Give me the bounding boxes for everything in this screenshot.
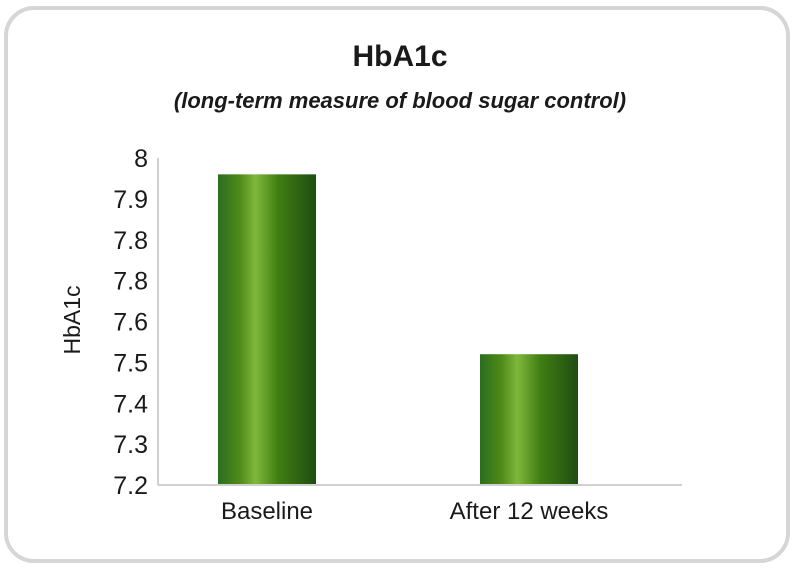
- y-tick-label: 7.8: [113, 227, 148, 255]
- chart-title: HbA1c: [352, 40, 448, 73]
- y-tick-label: 8: [134, 145, 148, 173]
- chart-card: [4, 6, 790, 563]
- bar-after-12-weeks: [480, 354, 578, 485]
- bars: [218, 174, 578, 485]
- y-tick-label: 7.9: [113, 186, 148, 214]
- y-tick-label: 7.2: [113, 472, 148, 500]
- y-tick-label: 7.6: [113, 309, 148, 337]
- x-axis-labels: Baseline After 12 weeks: [221, 498, 608, 525]
- y-tick-label: 7.5: [113, 349, 148, 377]
- y-tick-label: 7.4: [113, 390, 148, 418]
- chart-subtitle: (long-term measure of blood sugar contro…: [173, 88, 627, 113]
- y-axis-label: HbA1c: [59, 285, 85, 354]
- x-tick-label: After 12 weeks: [450, 498, 609, 525]
- y-axis-ticks: 8 7.9 7.8 7.8 7.6 7.5 7.4 7.3 7.2: [113, 145, 148, 500]
- bar-baseline: [218, 174, 316, 485]
- y-tick-label: 7.3: [113, 431, 148, 459]
- x-tick-label: Baseline: [221, 498, 313, 525]
- y-tick-label: 7.8: [113, 268, 148, 296]
